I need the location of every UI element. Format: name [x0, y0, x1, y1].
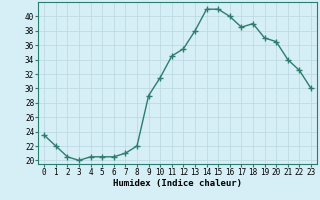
X-axis label: Humidex (Indice chaleur): Humidex (Indice chaleur) — [113, 179, 242, 188]
